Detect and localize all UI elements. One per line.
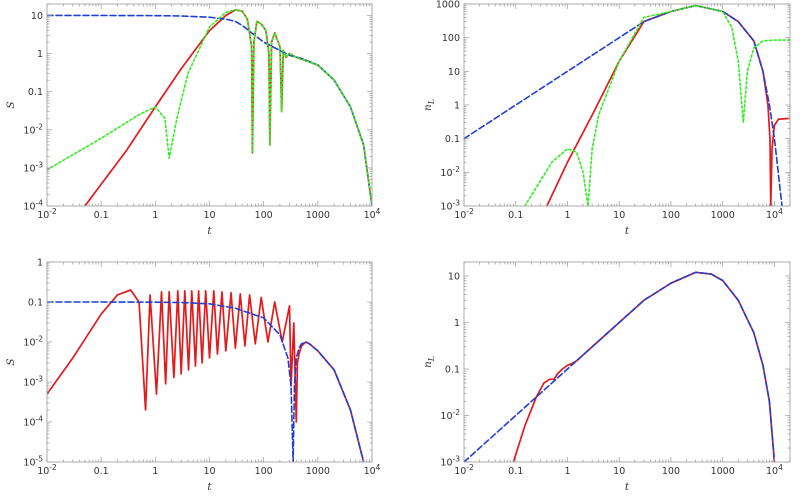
x-tick-label: 0.1	[94, 466, 109, 477]
series-line-3-dotted	[47, 9, 372, 206]
x-tick-label: 100	[662, 466, 680, 477]
plot-area	[464, 4, 790, 206]
x-tick-label: 1	[152, 466, 158, 477]
plot-frame	[46, 261, 373, 463]
x-tick-label: 10	[613, 210, 625, 221]
x-tick-label: 104	[766, 463, 783, 477]
series-line-2-dashed	[47, 301, 365, 462]
y-tick-label: 1	[37, 258, 43, 269]
x-tick-label: 1000	[711, 466, 735, 477]
series-line-3-dotted	[524, 4, 790, 206]
y-tick-label: 1	[454, 101, 460, 112]
y-tick-label: 10-4	[23, 415, 43, 429]
x-tick-label: 0.1	[508, 466, 523, 477]
x-tick-label: 10-2	[37, 463, 57, 477]
series-line-1-solid	[84, 9, 372, 206]
x-tick-label: 1	[564, 466, 570, 477]
y-tick-label: 0.1	[445, 134, 460, 145]
x-tick-label: 104	[364, 463, 381, 477]
x-tick-label: 1	[152, 210, 158, 221]
chart-panel-2: 10-2 0.1 1 10 100 1000 10410-310-20.1110100100…	[422, 0, 791, 237]
y-tick-label: 10-5	[23, 455, 43, 469]
x-axis-label: t	[625, 481, 630, 493]
series-line-1-solid	[512, 271, 776, 462]
y-tick-label: 10-2	[440, 165, 460, 179]
chart-panel-3: 10-2 0.1 1 10 100 1000 104 10-5 10-4 10-3 10-2 0.1 1…	[5, 258, 381, 494]
plot-area	[47, 289, 365, 462]
y-tick-label: 10-3	[23, 375, 43, 389]
x-tick-label: 10-2	[454, 463, 474, 477]
plot-frame	[463, 3, 791, 207]
x-tick-label: 10	[613, 466, 625, 477]
y-tick-label: 0.1	[28, 298, 43, 309]
chart-panel-1: 10-2 0.1 1 10 100 1000 104 10-4 10-3 10-2 0.1 1 10 t S	[5, 3, 381, 237]
x-tick-label: 1	[564, 210, 570, 221]
x-axis-label: t	[625, 225, 630, 237]
x-tick-label: 100	[255, 210, 273, 221]
x-tick-label: 104	[364, 207, 381, 221]
x-tick-label: 10-2	[37, 207, 57, 221]
x-tick-label: 10-2	[454, 207, 474, 221]
plot-area	[47, 9, 372, 206]
x-axis-label: t	[207, 481, 212, 493]
x-tick-label: 0.1	[94, 210, 109, 221]
x-tick-label: 104	[766, 207, 783, 221]
y-tick-label: 10-3	[440, 199, 460, 213]
plot-frame	[463, 261, 791, 463]
y-tick-label: 10	[31, 11, 43, 22]
y-tick-label: 1	[454, 318, 460, 329]
x-tick-label: 1000	[306, 210, 330, 221]
x-tick-label: 1000	[711, 210, 735, 221]
y-tick-label: 100	[442, 33, 460, 44]
y-tick-label: 1000	[436, 0, 460, 11]
series-line-2-dashed	[464, 4, 783, 206]
x-tick-label: 10	[203, 466, 215, 477]
plot-area	[464, 271, 776, 462]
y-tick-label: 10-2	[23, 122, 43, 136]
y-tick-label: 0.1	[28, 87, 43, 98]
y-axis-label: nL	[422, 99, 436, 111]
y-tick-label: 10-2	[23, 335, 43, 349]
x-tick-label: 100	[662, 210, 680, 221]
y-axis-label: S	[5, 101, 17, 108]
y-tick-label: 1	[37, 49, 43, 60]
y-tick-label: 10	[448, 271, 460, 282]
y-tick-label: 10-3	[23, 160, 43, 174]
y-axis-label: nL	[422, 356, 436, 368]
series-line-1-solid	[47, 289, 365, 462]
x-tick-label: 1000	[306, 466, 330, 477]
y-axis-label: S	[5, 358, 17, 365]
y-tick-label: 0.1	[445, 364, 460, 375]
y-tick-label: 10	[448, 67, 460, 78]
x-tick-label: 100	[255, 466, 273, 477]
y-tick-label: 10-2	[440, 408, 460, 422]
plot-frame	[46, 3, 373, 207]
x-tick-label: 10	[203, 210, 215, 221]
x-axis-label: t	[207, 225, 212, 237]
y-tick-label: 10-3	[440, 455, 460, 469]
series-line-2-dashed	[464, 271, 776, 462]
series-line-2-dashed	[47, 14, 372, 206]
x-tick-label: 0.1	[508, 210, 523, 221]
y-tick-label: 10-4	[23, 199, 43, 213]
